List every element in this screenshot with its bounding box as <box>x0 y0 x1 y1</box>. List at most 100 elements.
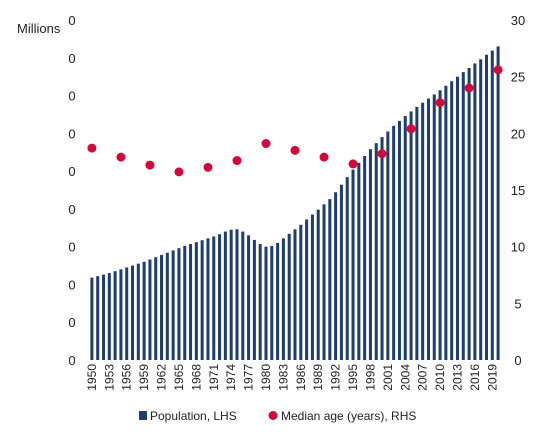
population-bar <box>206 238 210 360</box>
population-bar <box>450 81 454 360</box>
x-axis-tick-label: 1956 <box>120 364 134 391</box>
population-bar <box>142 261 146 360</box>
legend: Population, LHS Median age (years), RHS <box>139 409 416 423</box>
x-axis-tick-label: 1977 <box>242 364 256 391</box>
x-axis-tick-label: 1962 <box>155 364 169 391</box>
population-bar <box>107 273 111 360</box>
x-axis-tick-label: 2010 <box>433 364 447 391</box>
median-age-point <box>116 152 126 162</box>
right-axis-tick-label: 5 <box>514 296 521 311</box>
x-axis-tick-label: 2001 <box>381 364 395 391</box>
population-bar <box>96 276 100 360</box>
population-bar <box>252 239 256 360</box>
population-bar <box>102 274 106 360</box>
population-bar <box>397 120 401 361</box>
median-age-points <box>87 65 503 177</box>
x-axis-tick-label: 1968 <box>189 364 203 391</box>
population-bar <box>415 106 419 360</box>
x-axis-tick-label: 1992 <box>329 364 343 391</box>
population-bar <box>90 277 94 360</box>
population-bar <box>316 209 320 360</box>
population-bar <box>339 184 343 360</box>
population-bar <box>403 115 407 361</box>
median-age-point <box>377 149 387 159</box>
x-axis-tick-label: 1983 <box>276 364 290 391</box>
x-axis-tick-label: 1989 <box>311 364 325 391</box>
median-age-point <box>261 139 271 149</box>
left-axis-tick-label: 0 <box>68 202 75 217</box>
population-bar <box>235 229 239 360</box>
population-bar <box>258 244 262 360</box>
left-axis-tick-label: 0 <box>68 240 75 255</box>
population-bar <box>432 94 436 361</box>
left-axis-tick-label: 0 <box>68 51 75 66</box>
population-bar <box>171 250 175 360</box>
population-bar <box>438 90 442 361</box>
population-bar <box>374 143 378 360</box>
population-bar <box>183 245 187 360</box>
x-axis-tick-label: 1965 <box>172 364 186 391</box>
legend-swatch-median-age <box>268 411 278 420</box>
median-age-point <box>464 83 474 93</box>
population-bar <box>287 233 291 360</box>
population-bar <box>496 46 500 360</box>
population-bar <box>189 244 193 360</box>
x-axis-ticks: 1950 1953 1956 1959 1962 1965 1968 1971 1974 1977… <box>85 364 499 391</box>
median-age-point <box>145 160 155 170</box>
population-bar <box>461 72 465 360</box>
population-bar <box>334 192 338 360</box>
population-bar <box>322 204 326 360</box>
x-axis-tick-label: 1953 <box>102 364 116 391</box>
population-bar <box>345 177 349 360</box>
population-bar <box>212 236 216 360</box>
right-axis-ticks: 0 5 10 15 20 25 30 <box>511 13 525 368</box>
population-bar <box>444 85 448 360</box>
x-axis-tick-label: 2016 <box>468 364 482 391</box>
left-axis-tick-label: 0 <box>68 315 75 330</box>
median-age-point <box>493 65 503 75</box>
median-age-point <box>290 145 300 155</box>
median-age-point <box>203 162 213 172</box>
population-bar <box>328 199 332 360</box>
population-bar <box>119 269 123 360</box>
left-axis-unit-label: Millions <box>17 21 61 36</box>
x-axis-tick-label: 1971 <box>207 364 221 391</box>
x-axis-tick-label: 1959 <box>137 364 151 391</box>
x-axis-tick-label: 2007 <box>416 364 430 391</box>
median-age-point <box>348 159 358 169</box>
population-bar <box>392 125 396 360</box>
right-axis-tick-label: 15 <box>511 183 525 198</box>
population-bar <box>177 248 181 360</box>
left-axis-tick-label: 0 <box>68 126 75 141</box>
x-axis-tick-label: 2013 <box>450 364 464 391</box>
x-axis-tick-label: 1974 <box>224 364 238 391</box>
population-bar <box>363 156 367 360</box>
population-bar <box>276 242 280 360</box>
population-bar <box>247 235 251 360</box>
population-bar <box>200 240 204 360</box>
left-axis-tick-label: 0 <box>68 277 75 292</box>
population-bars <box>90 46 500 361</box>
population-bar <box>426 98 430 360</box>
x-axis-tick-label: 1995 <box>346 364 360 391</box>
population-bar <box>136 263 140 360</box>
right-axis-tick-label: 10 <box>511 240 525 255</box>
population-bar <box>165 252 169 360</box>
x-axis-tick-label: 1998 <box>363 364 377 391</box>
median-age-point <box>232 156 242 166</box>
population-bar <box>223 231 227 360</box>
population-bar <box>310 214 314 360</box>
left-axis-tick-label: 0 <box>68 164 75 179</box>
median-age-point <box>87 143 97 153</box>
population-bar <box>386 131 390 360</box>
right-axis-tick-label: 0 <box>514 353 521 368</box>
median-age-point <box>406 124 416 134</box>
legend-label-median-age: Median age (years), RHS <box>281 409 416 423</box>
population-bar <box>241 231 245 360</box>
population-bar <box>229 229 233 360</box>
population-bar <box>113 271 117 360</box>
population-bar <box>160 254 164 360</box>
population-bar <box>264 246 268 360</box>
population-bar <box>357 162 361 360</box>
